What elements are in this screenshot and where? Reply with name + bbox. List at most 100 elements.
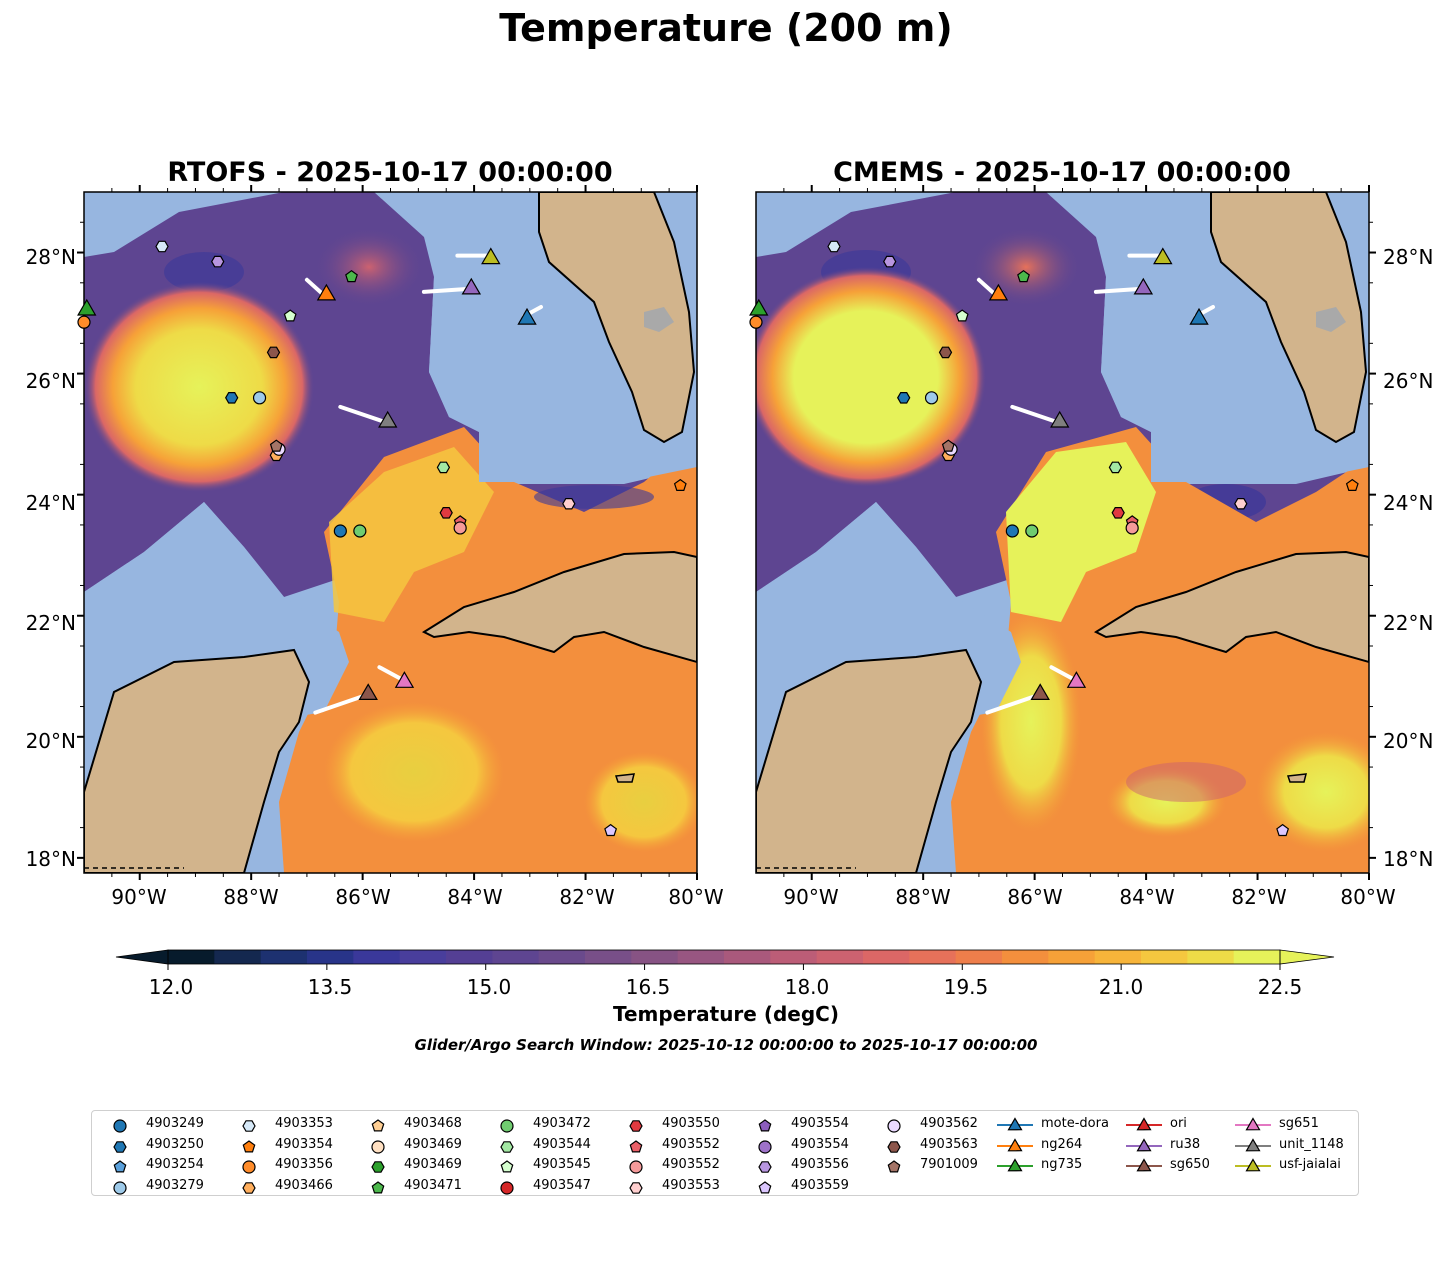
loop-current [329,447,494,622]
legend-symbol-usf-jaialai [1245,1158,1261,1172]
legend-label: 4903279 [146,1177,204,1193]
obs-marker-4903559 [1276,823,1290,837]
legend-symbol-4903250 [113,1140,127,1153]
legend-symbol-4903544 [500,1140,514,1153]
legend-symbol-4903471 [371,1180,385,1193]
legend-label: 4903249 [146,1116,204,1131]
colorbar-segment [1002,950,1049,964]
legend-label: unit_1148 [1279,1136,1344,1152]
loop-current-eddy [756,267,986,487]
colorbar-segment [260,950,308,964]
glider-track-sg650 [985,692,1043,715]
lon-label: 82°W [559,885,615,909]
legend-marker [242,1181,256,1194]
legend-symbol-4903279 [113,1180,127,1195]
obs-marker-4903545 [283,309,297,322]
gulf-hotspot [314,227,424,307]
obs-marker-4903552 [453,521,467,535]
legend-marker [500,1160,514,1173]
colorbar-segment [816,950,864,964]
legend-marker [500,1119,514,1133]
lat-label-right: 24°N [1383,491,1434,515]
legend-label: 4903552 [662,1157,720,1172]
colorbar-tick-label: 16.5 [625,975,671,999]
search-window-text: Glider/Argo Search Window: 2025-10-12 00… [414,1036,1038,1054]
obs-marker-4903353 [155,240,169,253]
yucatan-land [84,648,311,873]
legend-label: usf-jaialai [1279,1157,1341,1172]
legend-marker [500,1140,514,1153]
lon-label: 84°W [1119,885,1175,909]
warm-patch [1256,732,1369,852]
glider-track-ru38 [1093,286,1143,294]
panel-title-rtofs: RTOFS - 2025-10-17 00:00:00 [167,157,613,188]
map-rtofs [77,185,698,880]
legend-symbol-4903353 [242,1120,256,1132]
legend-symbol-4903562 [887,1119,901,1133]
obs-marker-4903279 [252,391,267,405]
legend-marker [629,1120,643,1132]
colorbar-tick-label: 19.5 [943,975,989,999]
legend-label: 4903563 [920,1136,978,1152]
lon-label: 80°W [1340,885,1396,909]
legend-marker [113,1119,127,1133]
legend-label: 4903554 [791,1116,849,1131]
colorbar-segment [168,950,215,964]
legend-marker [758,1161,772,1173]
lon-label: 88°W [895,885,951,909]
glider-marker-sg651 [1066,671,1087,688]
lat-label-right: 22°N [1383,611,1434,635]
colorbar-max-extend [1279,949,1335,965]
warm-patch [584,752,697,852]
glider-track-ng264 [976,277,998,297]
legend-label: 4903466 [275,1177,333,1193]
legend-label: ng264 [1041,1136,1083,1152]
legend-marker [887,1140,901,1153]
colorbar-label: Temperature (degC) [613,1002,839,1026]
loop-current [1006,442,1156,622]
legend-label: 4903469 [404,1136,462,1152]
legend-label: sg651 [1279,1116,1319,1131]
legend-symbol-4903552 [629,1160,643,1174]
legend-symbol-7901009 [887,1160,901,1173]
obs-marker-4903552 [1125,521,1139,535]
map-ticks [77,185,698,880]
glider-marker-mote-dora [1189,307,1209,325]
obs-marker-4903550 [439,507,453,519]
legend-marker [371,1139,385,1154]
legend-label: 7901009 [920,1157,978,1172]
obs-marker-4903556 [883,255,897,268]
cuba-land [421,550,697,664]
lat-label-left: 20°N [25,729,76,753]
obs-marker-7901009 [941,439,955,452]
legend-symbol-4903545 [500,1160,514,1173]
straits-cold [534,485,654,509]
legend-marker [997,1137,1033,1151]
lat-label-right: 20°N [1383,729,1434,753]
glider-tracks [304,253,543,715]
colorbar-segment [1094,950,1142,964]
legend-symbol-4903249 [113,1119,127,1133]
legend-symbol-4903556 [758,1161,772,1173]
legend-label: 4903559 [791,1177,849,1193]
colorbar-segment [677,950,725,964]
legend-label: 4903354 [275,1136,333,1152]
lat-label-right: 18°N [1383,847,1434,871]
obs-marker-7901009 [269,439,283,452]
legend-symbol-4903472 [500,1119,514,1133]
loop-current-eddy [84,282,314,492]
colorbar-segment [446,950,493,964]
legend-symbol-sg651 [1245,1117,1261,1131]
legend-marker [500,1180,514,1195]
colorbar-tick-label: 18.0 [784,975,830,999]
glider-marker-ng735 [77,298,97,316]
legend-symbol-ng735 [1007,1158,1023,1172]
gray-lake [644,307,674,332]
glider-track-sg651 [1049,665,1076,682]
glider-marker-ru38 [1133,277,1154,295]
colorbar-segment [1233,950,1281,964]
glider-marker-sg651 [394,671,415,688]
legend-label: 4903556 [791,1157,849,1172]
colorbar-segment [1048,950,1096,964]
obs-marker-4903471 [345,269,358,283]
